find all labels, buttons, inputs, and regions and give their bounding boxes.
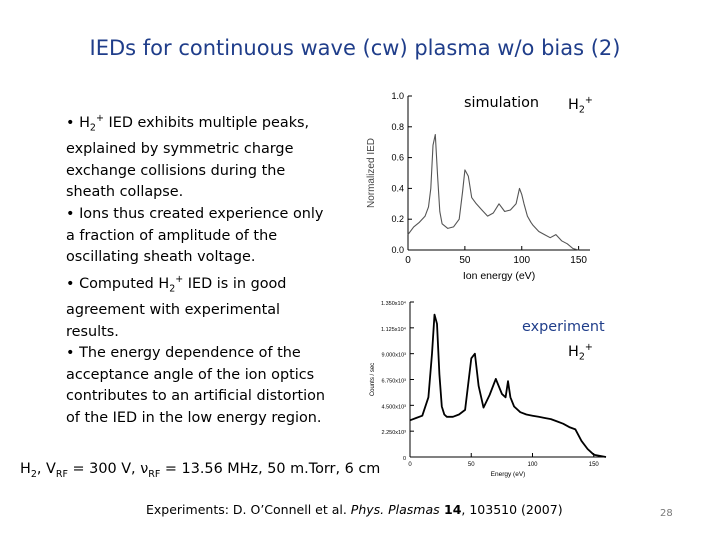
y-tick-label: 0.6 — [391, 153, 404, 163]
exp-species-sup: + — [584, 342, 593, 353]
bullet-1-sup: + — [95, 113, 104, 124]
cond-nu: ν — [140, 461, 149, 477]
experiment-species-label: H2+ — [568, 342, 593, 363]
x-tick-label: 100 — [513, 255, 530, 266]
y-axis-label: Normalized IED — [366, 138, 377, 208]
bullet-3-sub: 2 — [169, 283, 176, 295]
sim-species-sub: 2 — [578, 104, 585, 116]
cond-h-sub: 2 — [30, 468, 37, 480]
bullet-4: • The energy dependence of the acceptanc… — [66, 345, 326, 427]
y-tick-label: 0.2 — [391, 214, 404, 224]
y-tick-label: 6.750x10³ — [382, 379, 407, 385]
y-tick-label: 0 — [403, 456, 406, 462]
x-tick-label: 150 — [570, 255, 587, 266]
bullet-2: • Ions thus created experience only a fr… — [66, 206, 324, 266]
cond-h: H — [20, 461, 31, 477]
bullet-3-post: IED is in good agreement with experiment… — [66, 275, 287, 340]
x-axis-label: Energy (eV) — [491, 471, 526, 478]
simulation-species-label: H2+ — [568, 95, 593, 116]
bullet-3: • Computed H2+ IED is in good agreement … — [66, 269, 336, 343]
x-tick-label: 50 — [459, 255, 471, 266]
y-tick-label: 9.000x10³ — [382, 353, 407, 359]
y-tick-label: 2.250x10³ — [382, 430, 407, 436]
sim-species-sup: + — [584, 95, 593, 106]
bullet-1-pre: • H — [66, 114, 90, 131]
bullet-1: • H2+ IED exhibits multiple peaks, expla… — [66, 108, 336, 204]
cond-v: , V — [36, 461, 56, 477]
data-series-line — [409, 313, 607, 458]
x-tick-label: 50 — [468, 462, 475, 468]
y-tick-label: 0.4 — [391, 183, 404, 193]
slide-title: IEDs for continuous wave (cw) plasma w/o… — [89, 36, 621, 60]
cond-rest: = 13.56 MHz, 50 m.Torr, 6 cm — [160, 461, 381, 477]
y-tick-label: 1.125x10⁴ — [381, 326, 407, 333]
experiment-label: experiment — [522, 319, 605, 335]
y-tick-label: 0.0 — [391, 245, 404, 255]
ref-volume: 14 — [439, 502, 462, 517]
exp-species: H — [568, 343, 579, 360]
y-tick-label: 4.500x10³ — [382, 404, 407, 410]
bullet-3-sup: + — [175, 273, 184, 285]
ref-rest: , 103510 (2007) — [461, 502, 563, 517]
y-axis-label: Counts / sec — [370, 363, 376, 396]
x-axis-label: Ion energy (eV) — [463, 270, 535, 282]
page-number: 28 — [660, 508, 673, 519]
simulation-chart: 0.0 0.2 0.4 0.6 0.8 1.0 0 50 100 150 Ion energy (e… — [366, 91, 590, 282]
cond-v-val: = 300 V, — [67, 461, 141, 477]
cond-nu-sub: RF — [148, 468, 161, 480]
x-tick-label: 100 — [527, 462, 538, 468]
x-tick-label: 0 — [408, 462, 412, 468]
experiment-chart: 1.350x10⁴ 1.125x10⁴ 9.000x10³ 6.750x10³ 4.50… — [370, 300, 607, 478]
x-tick-label: 150 — [589, 462, 600, 468]
bullet-1-post: IED exhibits multiple peaks, explained b… — [66, 114, 310, 201]
exp-species-sub: 2 — [578, 351, 585, 363]
y-tick-label: 1.0 — [391, 91, 404, 101]
simulation-label: simulation — [464, 95, 540, 111]
bullet-1-sub: 2 — [89, 122, 96, 134]
x-tick-label: 0 — [405, 255, 411, 266]
data-series-line — [407, 133, 579, 251]
bullet-3-pre: • Computed H — [66, 275, 170, 292]
conditions-line: H2, VRF = 300 V, νRF = 13.56 MHz, 50 m.T… — [20, 461, 380, 480]
y-tick-label: 1.350x10⁴ — [381, 300, 407, 307]
y-tick-label: 0.8 — [391, 122, 404, 132]
bullet-list: • H2+ IED exhibits multiple peaks, expla… — [66, 108, 336, 430]
ref-pre: Experiments: D. O’Connell et al. — [146, 502, 351, 517]
cond-v-sub: RF — [55, 468, 68, 480]
reference-line: Experiments: D. O’Connell et al. Phys. P… — [146, 502, 563, 517]
ref-journal: Phys. Plasmas — [350, 502, 440, 517]
sim-species: H — [568, 96, 579, 113]
